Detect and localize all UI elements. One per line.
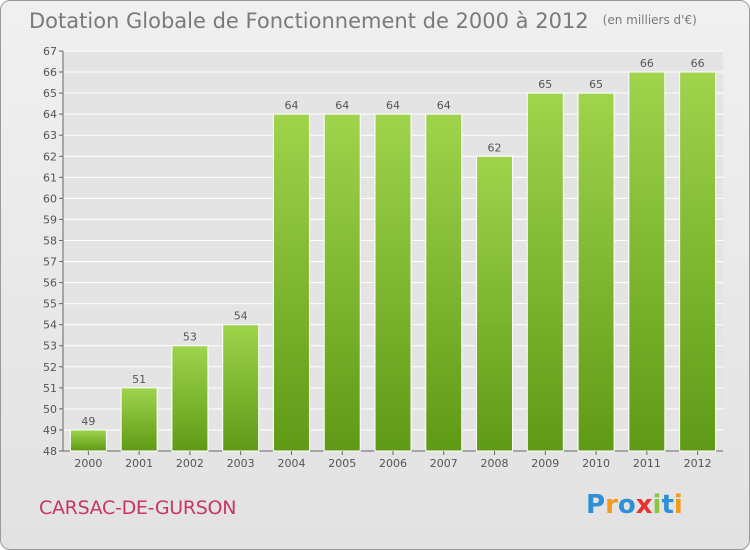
brand-letter: i (673, 490, 683, 520)
y-tick-label: 63 (43, 129, 57, 142)
data-label-2003: 54 (234, 310, 248, 323)
y-tick-label: 58 (43, 234, 57, 247)
proxiti-logo: Proxiti (586, 490, 683, 520)
chart-title: Dotation Globale de Fonctionnement de 20… (29, 9, 697, 33)
bar-2008 (476, 155, 514, 452)
x-tick-label-2008: 2008 (481, 457, 509, 470)
bar-2011 (628, 71, 666, 452)
bar-2009 (526, 92, 564, 452)
y-tick-label: 65 (43, 87, 57, 100)
data-label-2010: 65 (589, 78, 603, 91)
data-label-2004: 64 (284, 99, 298, 112)
data-label-2001: 51 (132, 373, 146, 386)
y-tick-label: 49 (43, 424, 57, 437)
bar-2007 (425, 113, 463, 452)
y-tick-label: 51 (43, 382, 57, 395)
x-tick-label-2003: 2003 (227, 457, 255, 470)
bar-2002 (171, 345, 209, 452)
y-tick-label: 53 (43, 340, 57, 353)
y-tick-label: 55 (43, 298, 57, 311)
chart-title-text: Dotation Globale de Fonctionnement de 20… (29, 9, 589, 33)
y-tick-label: 64 (43, 108, 57, 121)
bar-2001 (120, 387, 158, 452)
bar-2000 (69, 429, 107, 452)
x-tick-label-2000: 2000 (74, 457, 102, 470)
y-tick-label: 59 (43, 213, 57, 226)
chart-unit: (en milliers d'€) (602, 13, 697, 27)
x-tick-label-2001: 2001 (125, 457, 153, 470)
x-tick-label-2006: 2006 (379, 457, 407, 470)
bar-2012 (679, 71, 717, 452)
x-tick-label-2010: 2010 (582, 457, 610, 470)
brand-letter: P (586, 490, 606, 520)
y-tick-label: 66 (43, 66, 57, 79)
x-tick-label-2005: 2005 (328, 457, 356, 470)
bar-2005 (323, 113, 361, 452)
x-tick-label-2004: 2004 (277, 457, 305, 470)
brand-letter: i (652, 490, 662, 520)
data-label-2005: 64 (335, 99, 349, 112)
brand-letter: r (605, 490, 618, 520)
bar-2006 (374, 113, 412, 452)
x-tick-label-2011: 2011 (633, 457, 661, 470)
y-tick-label: 61 (43, 171, 57, 184)
y-tick-label: 48 (43, 445, 57, 458)
data-label-2000: 49 (81, 415, 95, 428)
brand-letter: t (661, 490, 674, 520)
data-label-2009: 65 (538, 78, 552, 91)
bar-2004 (272, 113, 310, 452)
y-tick-label: 54 (43, 319, 57, 332)
y-tick-label: 57 (43, 256, 57, 269)
x-tick-label-2012: 2012 (684, 457, 712, 470)
y-tick-label: 60 (43, 192, 57, 205)
data-label-2011: 66 (640, 57, 654, 70)
y-tick-label: 67 (43, 45, 57, 58)
data-label-2008: 62 (488, 141, 502, 154)
data-label-2012: 66 (691, 57, 705, 70)
x-tick-label-2009: 2009 (531, 457, 559, 470)
bar-2010 (577, 92, 615, 452)
data-label-2007: 64 (437, 99, 451, 112)
x-tick-label-2007: 2007 (430, 457, 458, 470)
bar-2003 (222, 324, 260, 452)
y-tick-label: 50 (43, 403, 57, 416)
x-tick-label-2002: 2002 (176, 457, 204, 470)
commune-name: CARSAC-DE-GURSON (39, 497, 237, 519)
y-tick-label: 56 (43, 277, 57, 290)
brand-letter: x (635, 490, 653, 520)
data-label-2002: 53 (183, 331, 197, 344)
y-tick-label: 52 (43, 361, 57, 374)
brand-letter: o (617, 490, 636, 520)
y-tick-label: 62 (43, 150, 57, 163)
data-label-2006: 64 (386, 99, 400, 112)
